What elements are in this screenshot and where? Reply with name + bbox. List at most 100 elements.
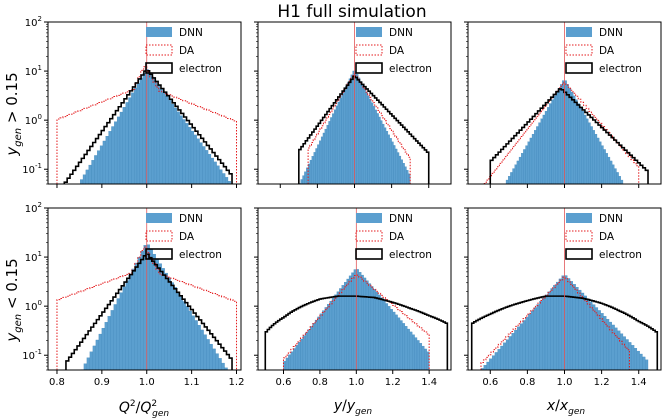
dnn-bar xyxy=(111,126,115,184)
dnn-bar xyxy=(590,126,593,184)
dnn-bar xyxy=(128,274,132,370)
legend-label: DNN xyxy=(389,213,413,225)
legend-label: DNN xyxy=(179,213,203,225)
dnn-bar xyxy=(514,329,518,370)
plot-area xyxy=(264,269,449,370)
dnn-bar xyxy=(176,291,180,370)
dnn-bar xyxy=(89,351,94,370)
svg-text:x/xgen: x/xgen xyxy=(546,398,586,417)
da-line xyxy=(56,66,238,184)
dnn-bar xyxy=(382,123,385,184)
dnn-bar xyxy=(324,307,328,370)
dnn-bar xyxy=(597,310,601,370)
dnn-bar xyxy=(348,78,351,184)
dnn-bar xyxy=(538,122,541,184)
legend-label: DNN xyxy=(389,27,413,39)
legend: DNN DA electron xyxy=(565,27,642,75)
row-label-top-sub: gen xyxy=(13,128,24,147)
dnn-bar xyxy=(380,297,384,370)
dnn-bar xyxy=(625,339,629,370)
y-tick-label: 100 xyxy=(25,113,42,127)
dnn-bar xyxy=(293,348,296,370)
dnn-bar xyxy=(586,298,590,370)
dnn-bar xyxy=(402,163,405,184)
dnn-bar xyxy=(212,348,216,370)
x-tick-label: 1.1 xyxy=(184,377,200,388)
dnn-bar xyxy=(581,111,585,184)
dnn-bar xyxy=(521,153,524,184)
dnn-bar xyxy=(156,84,160,184)
dnn-bar xyxy=(152,253,156,370)
dnn-bar xyxy=(288,354,291,370)
dnn-bar xyxy=(361,274,364,370)
dnn-bar xyxy=(182,301,186,370)
dnn-bar xyxy=(339,288,342,370)
dnn-bar xyxy=(594,307,599,370)
dnn-bar xyxy=(518,156,522,184)
dnn-bar xyxy=(594,133,598,184)
dnn-bar xyxy=(329,300,333,370)
dnn-bar xyxy=(320,136,324,184)
dnn-bar xyxy=(402,323,406,370)
x-tick-label: 1.2 xyxy=(385,377,401,388)
dnn-bar xyxy=(170,282,174,370)
electron-line xyxy=(470,295,659,370)
dnn-bar xyxy=(153,80,158,184)
dnn-bar xyxy=(188,310,192,370)
dnn-bar xyxy=(165,96,169,184)
dnn-bar xyxy=(312,323,316,370)
dnn-bar xyxy=(555,281,560,370)
dnn-bar xyxy=(544,294,548,370)
row-label-bottom-y: y xyxy=(3,332,21,343)
legend-label: DNN xyxy=(179,27,203,39)
dnn-bar xyxy=(539,301,543,370)
dnn-bar xyxy=(313,152,316,184)
legend-label: DA xyxy=(599,231,615,243)
dnn-bar xyxy=(516,160,520,184)
dnn-bar xyxy=(158,263,162,370)
dnn-bar xyxy=(328,121,331,184)
dnn-bar xyxy=(553,285,557,370)
dnn-bar xyxy=(285,357,289,370)
dnn-bar xyxy=(483,365,487,370)
legend-swatch-dnn xyxy=(146,27,172,37)
dnn-bar xyxy=(397,317,401,370)
y-tick-label: 100 xyxy=(25,299,42,313)
dnn-bar xyxy=(317,144,320,184)
dnn-bar xyxy=(426,351,430,370)
legend: DNN DA electron xyxy=(145,27,222,75)
dnn-bar xyxy=(567,278,571,370)
dnn-bar xyxy=(633,348,638,370)
svg-text:ygen > 0.15: ygen > 0.15 xyxy=(3,72,24,156)
dnn-bar xyxy=(140,251,144,370)
dnn-bar xyxy=(569,281,574,370)
dnn-bar xyxy=(529,137,533,184)
dnn-bar xyxy=(575,287,579,370)
dnn-bar xyxy=(528,313,532,370)
dnn-bar xyxy=(614,168,617,184)
legend-swatch-dnn xyxy=(146,213,172,223)
legend-label: electron xyxy=(389,63,432,75)
y-tick-label: 10-1 xyxy=(22,348,42,362)
dnn-bar xyxy=(190,130,195,184)
dnn-bar xyxy=(216,165,220,184)
dnn-bar xyxy=(622,336,626,370)
dnn-bar xyxy=(592,130,595,184)
dnn-bar xyxy=(337,101,340,184)
dnn-bar xyxy=(542,297,546,370)
dnn-bar xyxy=(387,306,391,370)
dnn-bar xyxy=(578,289,582,370)
legend-label: electron xyxy=(599,249,642,261)
dnn-bar xyxy=(143,245,147,370)
row-label-top: ygen > 0.15 xyxy=(3,72,24,156)
dnn-bar xyxy=(533,307,537,370)
x-tick-label: 1.0 xyxy=(139,377,155,388)
dnn-bar xyxy=(311,156,314,184)
da-line xyxy=(307,73,411,184)
dnn-bar xyxy=(380,120,383,184)
legend-swatch-dnn xyxy=(356,27,382,37)
dnn-bar xyxy=(522,320,526,370)
dnn-bar xyxy=(371,102,374,184)
row-label-bottom: ygen < 0.15 xyxy=(3,258,24,342)
dnn-bar xyxy=(387,134,390,184)
